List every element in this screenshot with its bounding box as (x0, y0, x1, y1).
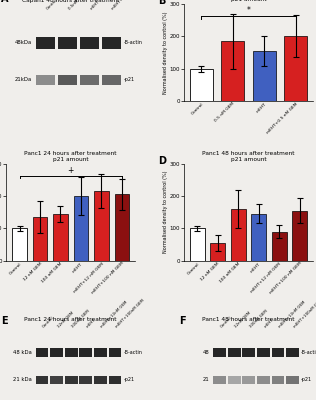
Text: -B-actin: -B-actin (124, 40, 143, 45)
Text: 12nM GEM: 12nM GEM (234, 311, 252, 329)
Title: Panc1 24 hours after treatment: Panc1 24 hours after treatment (24, 317, 117, 322)
Text: -B-actin: -B-actin (124, 350, 143, 355)
Text: mEHT+100nM GEM: mEHT+100nM GEM (293, 298, 316, 329)
Text: 48: 48 (203, 350, 210, 355)
Bar (102, 75, 121, 85)
Bar (242, 376, 255, 384)
Text: -B-actin: -B-actin (301, 350, 316, 355)
Text: 21 kDa: 21 kDa (13, 378, 32, 382)
Text: 100nM GEM: 100nM GEM (249, 309, 269, 329)
Text: 48 kDa: 48 kDa (13, 350, 32, 355)
Text: Control: Control (220, 316, 233, 329)
Title: Capan1 48 hours after treatment: Capan1 48 hours after treatment (22, 0, 119, 3)
Title: Panc1 48 hours after treatment
p21 amount: Panc1 48 hours after treatment p21 amoun… (202, 151, 295, 162)
Text: mEHT+12nM GEM: mEHT+12nM GEM (100, 300, 129, 329)
Bar (58, 75, 77, 85)
Bar (58, 36, 77, 49)
Bar (257, 376, 270, 384)
Bar (292, 210, 307, 261)
Text: 21: 21 (203, 378, 210, 382)
Bar (36, 36, 55, 49)
Bar (65, 348, 77, 357)
Bar (210, 243, 225, 261)
Text: A: A (1, 0, 9, 4)
Bar (257, 348, 270, 357)
Text: -p21: -p21 (124, 77, 135, 82)
Bar (272, 376, 284, 384)
Bar (190, 69, 213, 101)
Bar (190, 228, 205, 261)
Text: Control: Control (46, 0, 59, 11)
Bar (50, 376, 63, 384)
Title: Panc1 48 hours after treatment: Panc1 48 hours after treatment (202, 317, 295, 322)
Bar (94, 348, 107, 357)
Text: B: B (158, 0, 166, 6)
Text: 0.5nM GEM: 0.5nM GEM (68, 0, 86, 11)
Bar (286, 376, 299, 384)
Text: -p21: -p21 (124, 378, 135, 382)
Y-axis label: Normalised density to control (%): Normalised density to control (%) (163, 11, 168, 94)
Bar (74, 196, 88, 261)
Bar (79, 376, 92, 384)
Text: mEHT: mEHT (89, 0, 100, 11)
Bar (36, 75, 55, 85)
Text: *: * (246, 6, 250, 15)
Text: mEHT+100nM GEM: mEHT+100nM GEM (115, 298, 145, 329)
Bar (228, 348, 241, 357)
Text: 100nM GEM: 100nM GEM (71, 309, 91, 329)
Bar (286, 348, 299, 357)
Text: D: D (158, 156, 166, 166)
Bar (50, 348, 63, 357)
Bar (251, 214, 266, 261)
Bar (231, 209, 246, 261)
Text: -p21: -p21 (301, 378, 313, 382)
Bar (272, 348, 284, 357)
Bar (35, 376, 48, 384)
Bar (284, 36, 307, 101)
Text: 48kDa: 48kDa (15, 40, 32, 45)
Bar (213, 348, 226, 357)
Bar (108, 376, 121, 384)
Text: mEHT: mEHT (264, 318, 275, 329)
Bar (35, 348, 48, 357)
Text: mEHT+12nM GEM: mEHT+12nM GEM (278, 300, 307, 329)
Bar (242, 348, 255, 357)
Text: +: + (68, 166, 74, 175)
Text: mEHT+0.5nM GEM: mEHT+0.5nM GEM (111, 0, 141, 11)
Text: 21kDa: 21kDa (15, 77, 32, 82)
Title: Capan1 48 hours after treatment
p21 amount: Capan1 48 hours after treatment p21 amou… (200, 0, 297, 2)
Bar (65, 376, 77, 384)
Text: mEHT: mEHT (86, 318, 97, 329)
Bar (94, 376, 107, 384)
Bar (53, 214, 68, 261)
Bar (80, 75, 99, 85)
Bar (80, 36, 99, 49)
Bar (114, 194, 129, 261)
Bar (253, 51, 276, 101)
Text: Control: Control (42, 316, 55, 329)
Bar (272, 232, 287, 261)
Bar (228, 376, 241, 384)
Bar (213, 376, 226, 384)
Bar (102, 36, 121, 49)
Text: E: E (1, 316, 8, 326)
Bar (222, 41, 244, 101)
Bar (79, 348, 92, 357)
Text: F: F (179, 316, 185, 326)
Text: 12nM GEM: 12nM GEM (57, 311, 74, 329)
Y-axis label: Normalised density to control (%): Normalised density to control (%) (163, 171, 168, 253)
Bar (33, 217, 47, 261)
Bar (94, 191, 109, 261)
Title: Panc1 24 hours after treatment
p21 amount: Panc1 24 hours after treatment p21 amoun… (24, 151, 117, 162)
Bar (12, 228, 27, 261)
Bar (108, 348, 121, 357)
